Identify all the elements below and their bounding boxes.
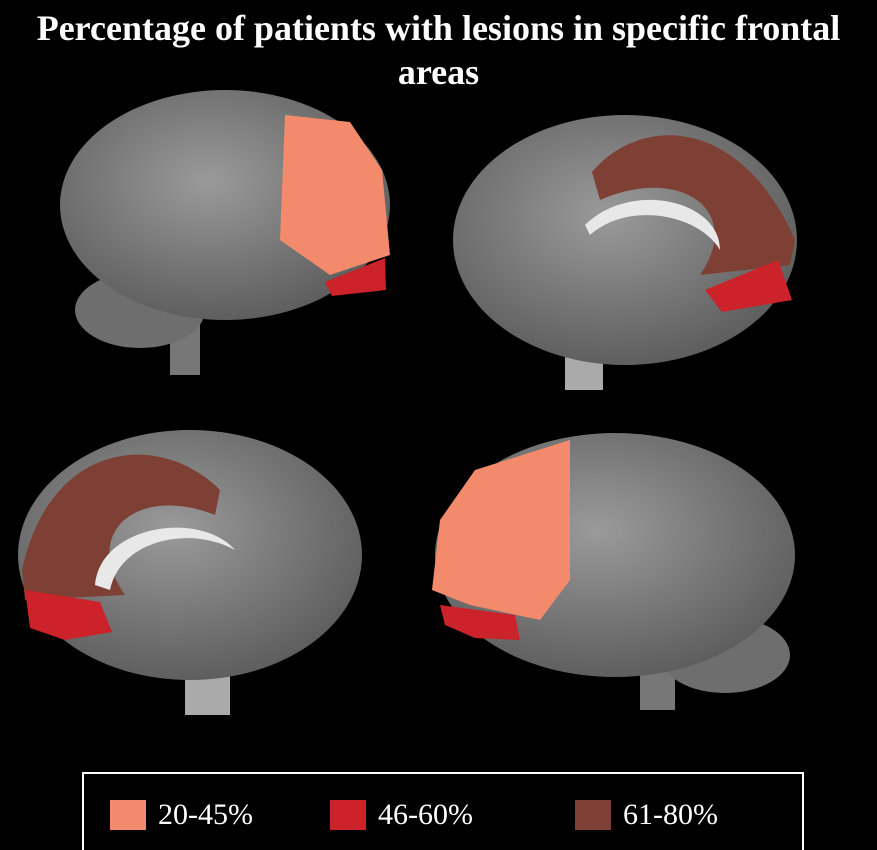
brain-medial-left xyxy=(18,430,362,715)
legend-box xyxy=(82,772,804,850)
lesion-region xyxy=(25,590,112,640)
lesion-region xyxy=(22,454,220,600)
brain-medial-right xyxy=(453,115,797,390)
legend-swatch xyxy=(330,800,366,830)
legend-swatch xyxy=(110,800,146,830)
legend-swatch xyxy=(575,800,611,830)
title: Percentage of patients with lesions in s… xyxy=(36,8,841,92)
lesion-region xyxy=(325,258,386,296)
legend-label: 61-80% xyxy=(623,798,718,831)
legend-label: 46-60% xyxy=(378,798,473,831)
brain-lateral-left xyxy=(60,90,390,375)
lesion-region xyxy=(592,135,795,275)
lesion-region xyxy=(280,115,390,275)
lesion-region xyxy=(432,440,570,620)
legend-label: 20-45% xyxy=(158,798,253,831)
lesion-region xyxy=(440,605,520,640)
brain-lateral-right xyxy=(432,433,795,710)
lesion-region xyxy=(705,260,792,312)
